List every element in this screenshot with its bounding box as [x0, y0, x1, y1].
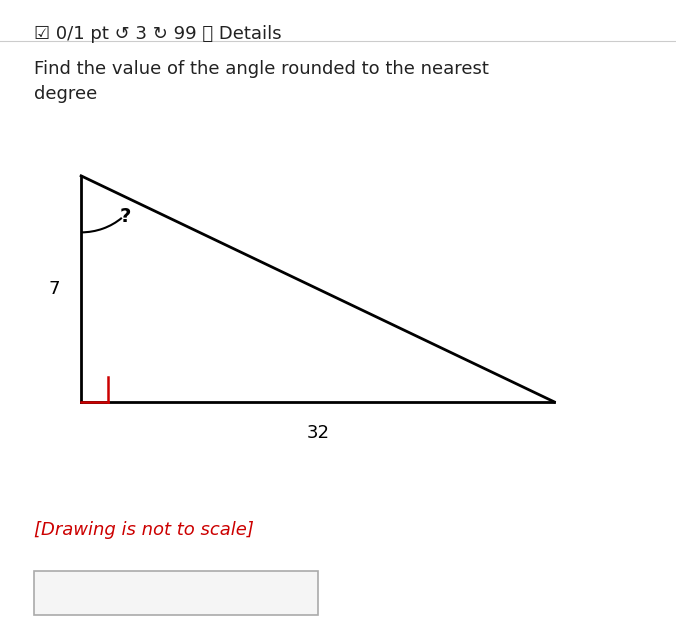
- Text: [Drawing is not to scale]: [Drawing is not to scale]: [34, 521, 254, 539]
- Text: Find the value of the angle rounded to the nearest
degree: Find the value of the angle rounded to t…: [34, 60, 489, 102]
- Text: ☑ 0/1 pt ↺ 3 ↻ 99 ⓘ Details: ☑ 0/1 pt ↺ 3 ↻ 99 ⓘ Details: [34, 25, 281, 43]
- Text: 7: 7: [48, 280, 60, 298]
- Text: ?: ?: [120, 207, 130, 226]
- FancyBboxPatch shape: [34, 571, 318, 615]
- Text: 32: 32: [306, 425, 329, 442]
